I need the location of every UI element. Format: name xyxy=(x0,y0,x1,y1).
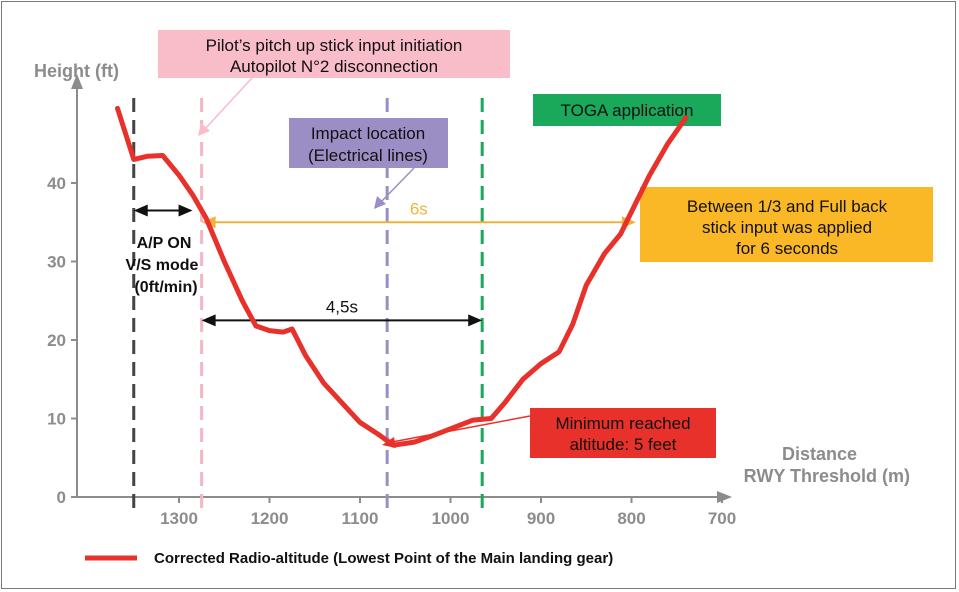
pilot-input-pointer xyxy=(203,77,253,131)
interval-arrows: 6s 4,5s xyxy=(133,199,637,327)
x-tick-label: 800 xyxy=(617,509,645,528)
toga-label: TOGA application xyxy=(561,101,694,120)
pilot-input-line1: Pilot’s pitch up stick input initiation xyxy=(206,36,463,55)
y-axis-title: Height (ft) xyxy=(34,61,119,81)
interval-arrowhead-right xyxy=(178,204,193,217)
back-stick-annotation: Between 1/3 and Full back stick input wa… xyxy=(640,187,933,262)
x-axis-title-line2: RWY Threshold (m) xyxy=(744,466,910,486)
interval-arrowhead-left xyxy=(133,204,148,217)
impact-box xyxy=(289,118,448,168)
legend-label: Corrected Radio-altitude (Lowest Point o… xyxy=(154,550,613,567)
interval-arrowhead-left xyxy=(201,314,216,327)
back-stick-line2: stick input was applied xyxy=(702,218,872,237)
toga-annotation: TOGA application xyxy=(533,94,721,126)
x-tick-label: 1300 xyxy=(160,509,198,528)
legend: Corrected Radio-altitude (Lowest Point o… xyxy=(85,550,613,567)
series-line-radio-altitude xyxy=(115,105,689,448)
toga-box xyxy=(533,94,721,126)
impact-annotation: Impact location (Electrical lines) xyxy=(289,118,448,209)
ap-mode-annotation: A/P ON V/S mode (0ft/min) xyxy=(126,235,199,296)
pilot-input-annotation: Pilot’s pitch up stick input initiation … xyxy=(158,30,510,136)
x-axis-title-line1: Distance xyxy=(782,444,857,464)
ap-mode-line1: A/P ON xyxy=(137,235,192,252)
minimum-annotation: Minimum reached altitude: 5 feet xyxy=(382,408,716,458)
back-stick-line3: for 6 seconds xyxy=(736,239,838,258)
back-stick-box xyxy=(640,187,933,262)
interval-arrowhead-right xyxy=(468,314,483,327)
y-axis-arrowhead xyxy=(71,74,83,89)
minimum-line1: Minimum reached xyxy=(555,414,690,433)
interval-label: 4,5s xyxy=(326,297,358,316)
impact-line1: Impact location xyxy=(311,124,425,143)
impact-pointer xyxy=(379,167,415,204)
series-lines xyxy=(115,105,689,448)
interval-label: 6s xyxy=(410,199,428,218)
y-tick-label: 30 xyxy=(47,253,66,272)
x-axis-arrowhead xyxy=(717,491,732,503)
ap-mode-line2: V/S mode xyxy=(126,257,199,274)
x-tick-label: 700 xyxy=(708,509,736,528)
impact-pointer-head xyxy=(374,196,386,209)
impact-line2: (Electrical lines) xyxy=(308,146,428,165)
y-tick-label: 40 xyxy=(47,174,66,193)
x-tick-label: 1100 xyxy=(342,509,379,528)
minimum-box xyxy=(530,408,716,458)
x-tick-label: 1000 xyxy=(432,509,470,528)
pilot-input-box xyxy=(158,30,510,78)
back-stick-line1: Between 1/3 and Full back xyxy=(687,197,888,216)
y-tick-label: 10 xyxy=(47,410,66,429)
pilot-input-pointer-head xyxy=(198,123,210,136)
minimum-pointer xyxy=(391,415,531,443)
x-tick-label: 900 xyxy=(527,509,555,528)
y-tick-label: 0 xyxy=(57,488,66,507)
x-tick-label: 1200 xyxy=(251,509,289,528)
y-tick-labels: 0 10 20 30 40 xyxy=(47,174,77,507)
pilot-input-line2: Autopilot N°2 disconnection xyxy=(230,57,438,76)
ap-mode-line3: (0ft/min) xyxy=(134,279,197,296)
minimum-line2: altitude: 5 feet xyxy=(570,435,677,454)
x-tick-labels: 1300 1200 1100 1000 900 800 700 xyxy=(160,497,736,528)
y-tick-label: 20 xyxy=(47,331,66,350)
